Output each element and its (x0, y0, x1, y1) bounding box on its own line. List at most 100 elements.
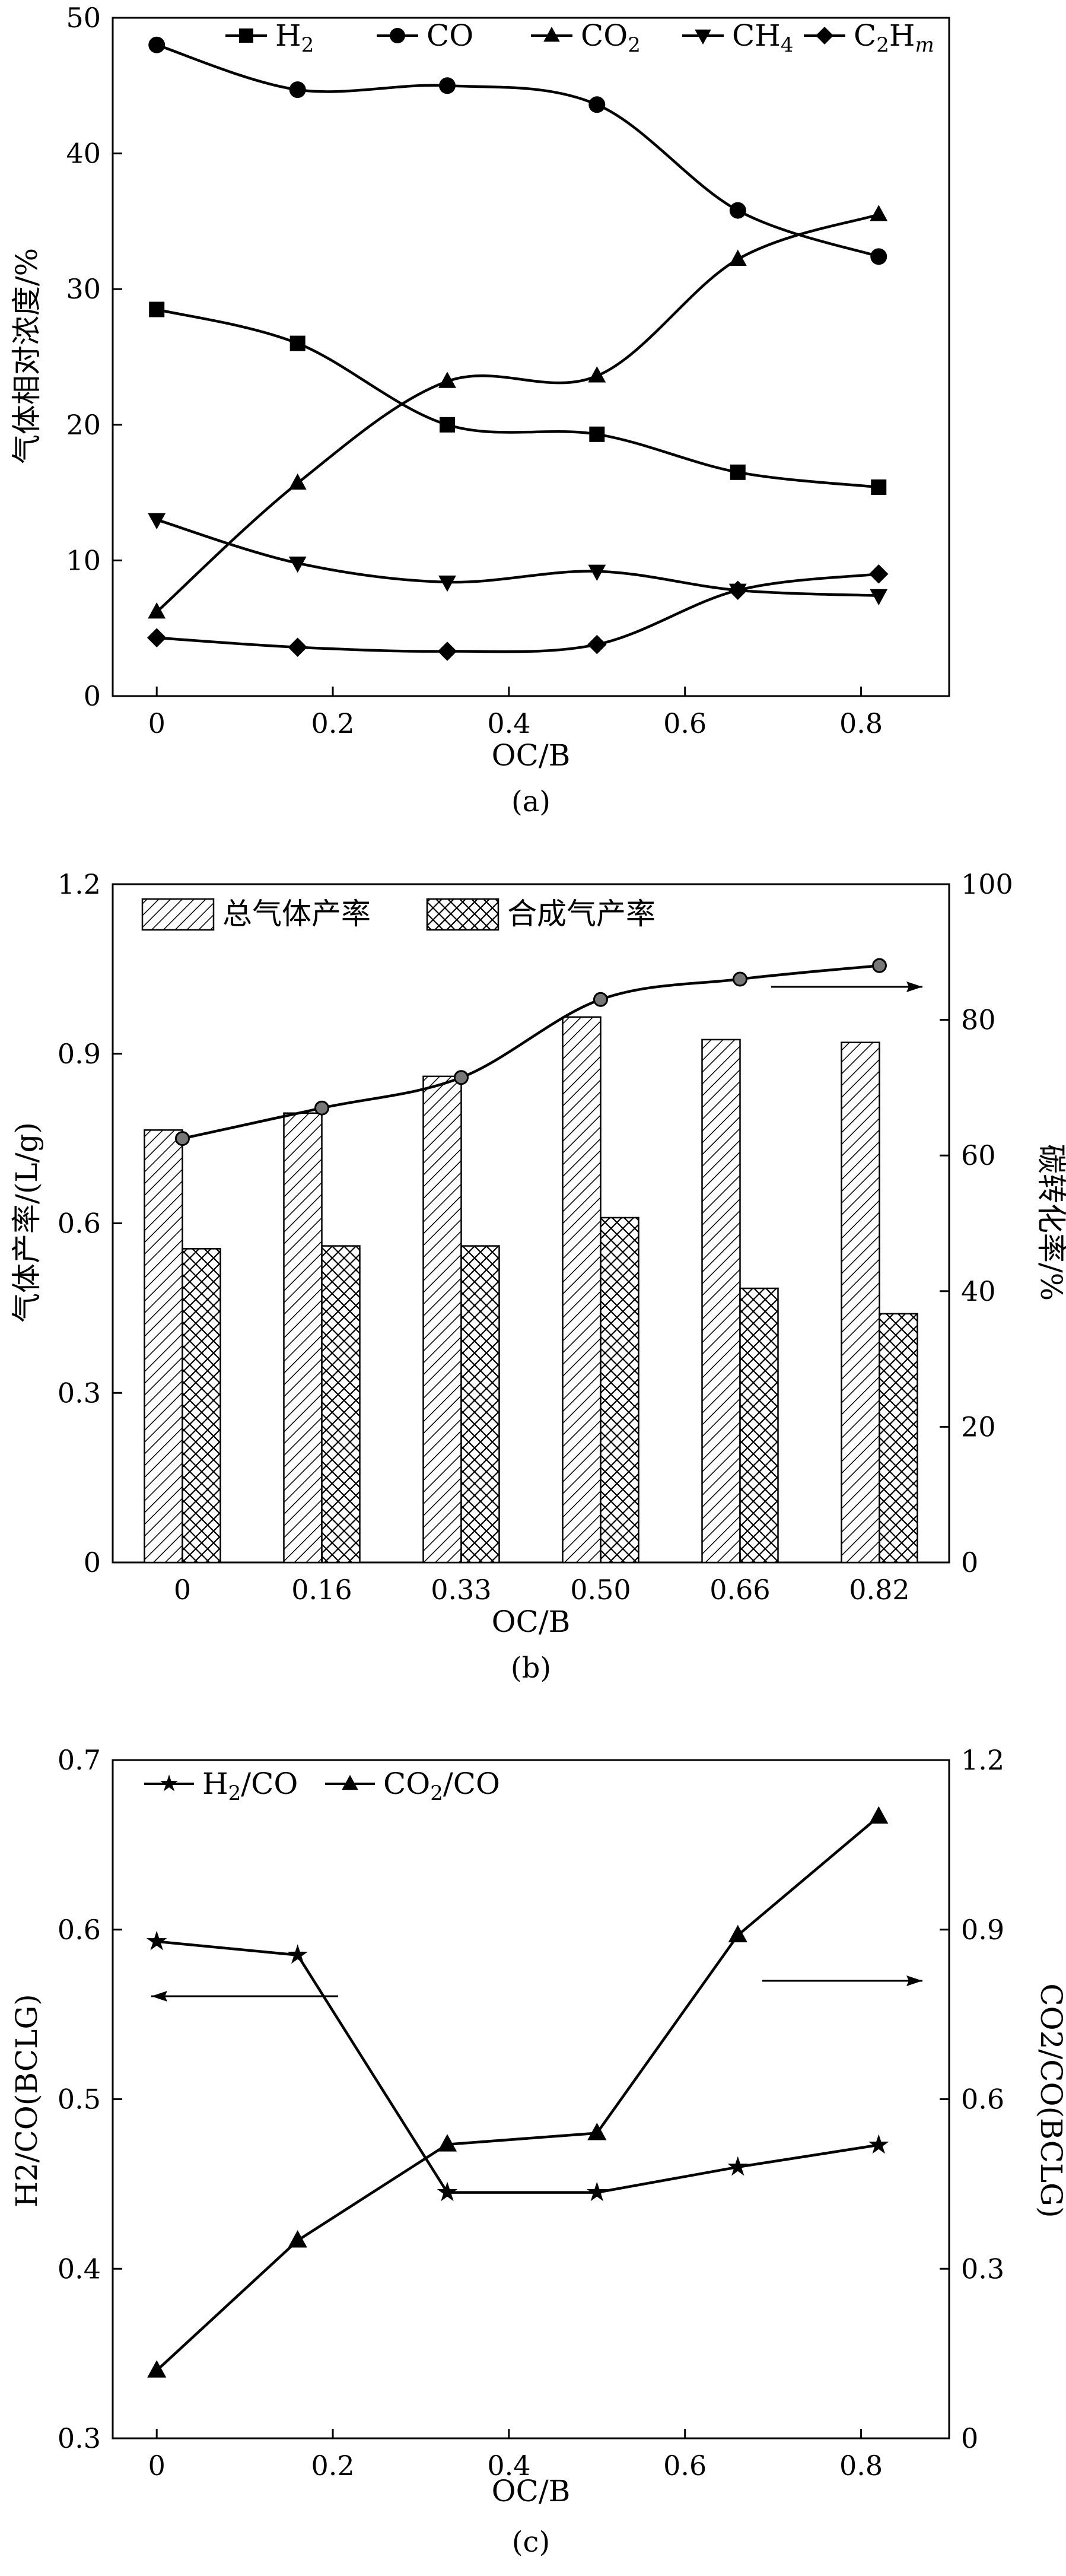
panel-c-ylabel-right: CO2/CO(BCLG) (1034, 1983, 1066, 2218)
panel-a-y-tick-label-3: 30 (66, 273, 101, 305)
panel-a-y-axis: 0 10 20 30 40 50 (66, 2, 122, 712)
panel-a-CH4-point-5 (870, 589, 888, 606)
panel-c-legend-co2co-label: CO2/CO (383, 1767, 500, 1805)
panel-a-CO2-curve (155, 213, 879, 613)
panel-b-yr-tick-label-5: 100 (961, 868, 1013, 900)
panel-a-y-tick-label-4: 40 (66, 138, 101, 170)
panel-c-yl-tick-label-4: 0.7 (58, 1744, 101, 1776)
panel-c-ylabel-text: H2/CO(BCLG) (9, 1994, 44, 2207)
panel-b-y-axis-right: 0 20 40 60 80 100 (940, 868, 1013, 1578)
panel-b-bar-total-gas-1 (283, 1112, 323, 1564)
panel-a-x-tick-label-1: 0.2 (311, 707, 354, 739)
panel-c-x-tick-label-3: 0.6 (663, 2450, 707, 2482)
panel-a-H2-point-4 (730, 464, 746, 480)
panel-a-C2Hm-point-0 (147, 628, 167, 647)
panel-b-bar-total-gas-4 (701, 1038, 741, 1564)
panel-b-x-tick-label-0: 0 (174, 1574, 191, 1606)
panel-b-x-tick-label-3: 0.50 (570, 1574, 631, 1606)
panel-a-series-C2Hm (147, 564, 889, 661)
panel-c-y-axis-left: 0.3 0.4 0.5 0.6 0.7 (58, 1744, 122, 2454)
panel-b-bar-total-gas-2 (422, 1075, 462, 1564)
panel-c-CO2/CO-point-3 (587, 2123, 607, 2140)
panel-c-x-axis: 0 0.2 0.4 0.6 0.8 (148, 2429, 883, 2482)
panel-b-carbon-conversion-line (175, 958, 887, 1146)
panel-a-CO2-point-3 (588, 366, 606, 383)
panel-a-H2-point-3 (589, 426, 605, 442)
panel-a-y-tick-label-1: 10 (66, 544, 101, 576)
panel-b-bar-total-gas-5 (841, 1041, 880, 1564)
panel-b-legend-label-1: 合成气产率 (507, 897, 655, 931)
panel-a-series (147, 36, 889, 661)
panel-a-C2Hm-curve (157, 573, 879, 653)
panel-c-H2/CO-point-2 (437, 2181, 458, 2202)
panel-b-conversion-point-0 (175, 1131, 190, 1146)
panel-b-x-axis: 0 0.16 0.33 0.50 0.66 0.82 (174, 1553, 910, 1606)
panel-b-yr-tick-label-0: 0 (961, 1546, 978, 1578)
panel-c-yr-tick-label-3: 0.9 (961, 1914, 1004, 1946)
panel-b-caption: (b) (511, 1651, 551, 1685)
panel-c-x-tick-label-0: 0 (148, 2450, 166, 2482)
panel-a-y-tick-label-2: 20 (66, 409, 101, 441)
panel-c-CO2/CO-point-1 (288, 2230, 307, 2248)
panel-b-yl-tick-label-0: 0 (84, 1546, 101, 1578)
panel-b-yl-tick-label-1: 0.3 (58, 1377, 101, 1409)
panel-b-conversion-point-4 (733, 971, 747, 987)
panel-b-xlabel: OC/B (492, 1605, 571, 1639)
panel-c-yr-tick-label-1: 0.3 (961, 2253, 1004, 2285)
panel-c-H2/CO-point-0 (146, 1930, 167, 1951)
panel-a-series-H2 (149, 301, 887, 495)
panel-c-CO2/CO-line (155, 1815, 880, 2372)
panel-a-CO-point-3 (588, 96, 606, 113)
panel-b-x-tick-label-4: 0.66 (709, 1574, 770, 1606)
panel-a-legend-C2Hm-marker (816, 27, 833, 45)
panel-a-legend-C2Hm-label: C2Hm (854, 18, 934, 57)
panel-a-CO2-point-0 (148, 602, 166, 619)
panel-a-y-tick-label-5: 50 (66, 2, 101, 34)
panel-a-legend-CO-marker (390, 28, 405, 43)
panel-a-series-CH4 (148, 513, 888, 606)
panel-a-x-tick-label-2: 0.4 (487, 707, 530, 739)
panel-c-x-tick-label-4: 0.8 (839, 2450, 883, 2482)
panel-b-bar-syngas-3 (600, 1216, 639, 1564)
panel-b-bars (144, 1016, 918, 1564)
panel-c-H2/CO-point-4 (727, 2156, 749, 2176)
panel-a-legend-CO-label: CO (427, 18, 473, 53)
panel-a-CO-point-0 (148, 36, 166, 53)
panel-b-bar-syngas-4 (739, 1287, 779, 1564)
panel-a-H2-curve (156, 308, 879, 489)
panel-c-series (146, 1806, 889, 2378)
panel-b-legend-swatch-1 (426, 898, 499, 931)
panel-a-C2Hm-point-4 (728, 580, 748, 600)
panel-c-legend-co2co-marker (342, 1775, 358, 1790)
panel-a-x-axis: 0 0.2 0.4 0.6 0.8 (148, 687, 883, 739)
panel-b-ylabel: 气体产率/(L/g) (9, 1122, 44, 1323)
panel-a-CO2-point-5 (870, 205, 888, 221)
panel-a-series-CO2 (148, 205, 888, 619)
panel-a-H2-point-0 (149, 301, 165, 317)
panel-c-chart: 0.3 0.4 0.5 0.6 0.7 0 0.3 0.6 0.9 1.2 0 0.2 0.4 0.6… (9, 1744, 1066, 2559)
panel-c-H2/CO-point-1 (287, 1944, 308, 1964)
panel-b-conversion-point-3 (593, 992, 608, 1007)
panel-c-legend-h2co-marker (160, 1774, 178, 1792)
panel-c-ylabel-right-text: CO2/CO(BCLG) (1034, 1983, 1066, 2218)
panel-b-legend-swatch-0 (141, 898, 215, 931)
panel-c-left-arrow (151, 1991, 338, 2002)
panel-a-CO2-point-2 (438, 371, 456, 388)
panel-b-conversion-point-2 (454, 1070, 469, 1085)
panel-a-H2-point-5 (871, 479, 887, 495)
panel-b-legend-label-0: 总气体产率 (222, 897, 371, 931)
panel-b-right-arrow (771, 982, 922, 992)
panel-a-C2Hm-point-3 (587, 634, 607, 655)
panel-a-H2-point-1 (289, 335, 306, 351)
panel-b-yl-tick-label-2: 0.6 (58, 1208, 101, 1240)
panel-a-C2Hm-point-1 (288, 637, 307, 657)
panel-a-ylabel: 气体相对浓度/% (9, 248, 44, 464)
panel-b-bar-syngas-2 (460, 1245, 500, 1564)
panel-c-right-arrow (762, 1975, 922, 1986)
panel-a-xlabel: OC/B (492, 738, 571, 773)
panel-c-legend: H2/CO CO2/CO (144, 1767, 500, 1805)
panel-c-ylabel: H2/CO(BCLG) (9, 1994, 44, 2207)
panel-a-CH4-point-0 (148, 513, 166, 530)
panel-a-legend-CH4-label: CH4 (732, 18, 794, 57)
